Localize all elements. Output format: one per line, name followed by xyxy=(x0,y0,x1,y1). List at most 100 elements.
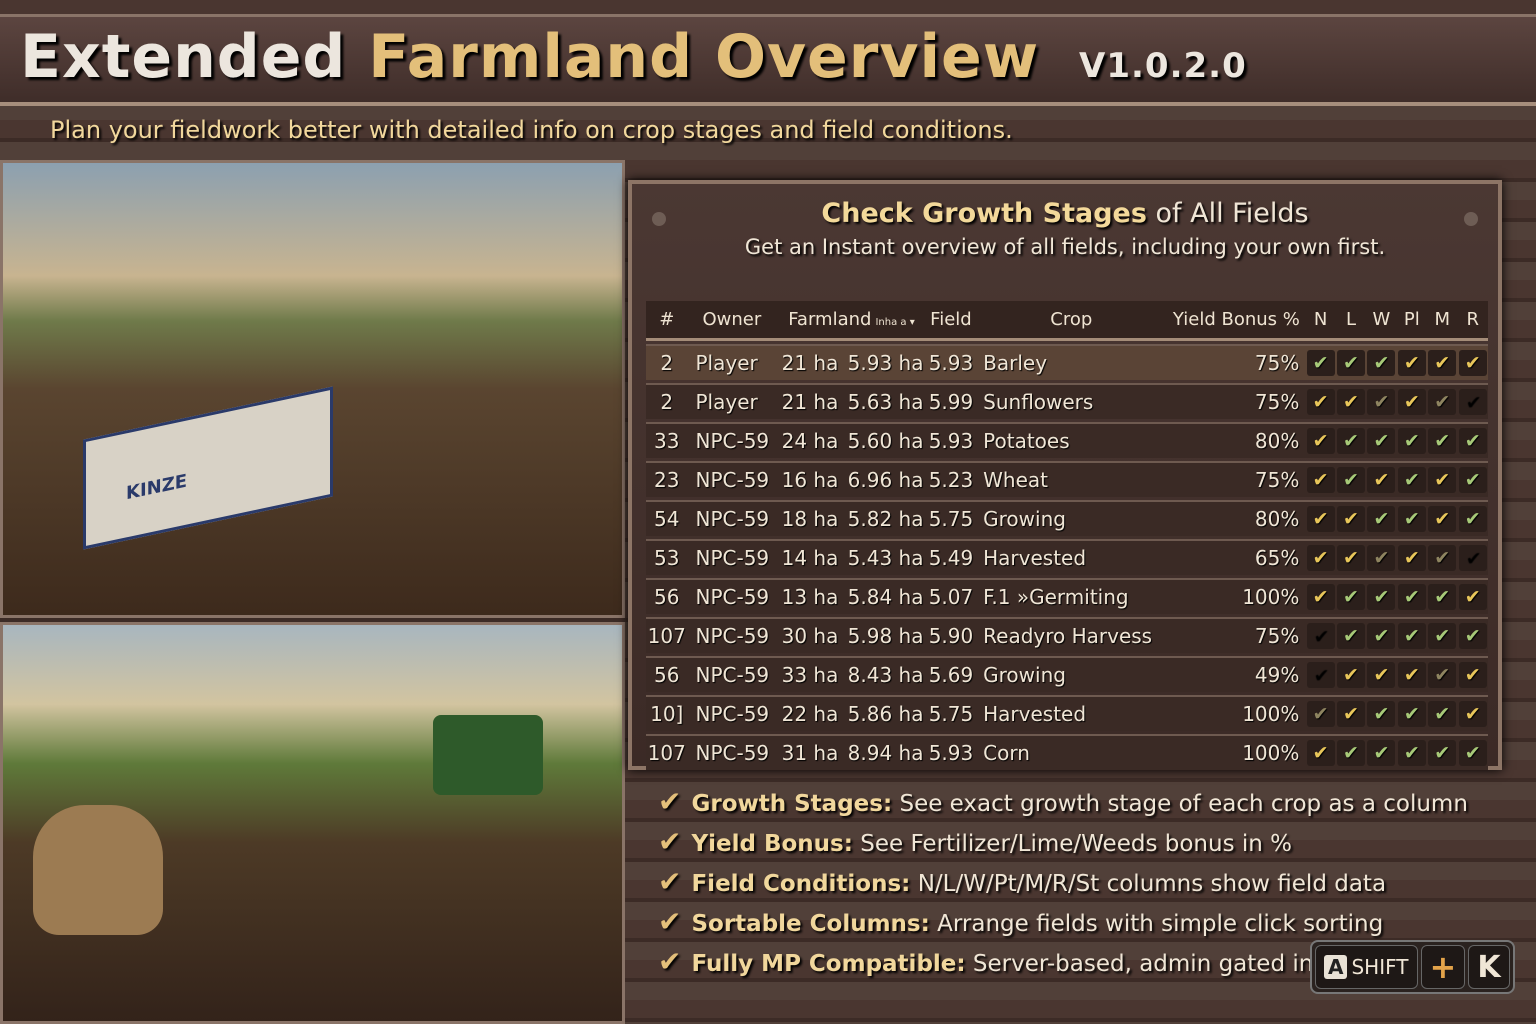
cell-crop: Growing xyxy=(975,500,1168,536)
column-header[interactable]: # xyxy=(646,301,688,341)
check-icon: ✔ xyxy=(1306,623,1335,649)
cell-farmland: 24 ha xyxy=(776,422,845,458)
condition-cell: ✔ xyxy=(1335,617,1367,653)
cell-crop: Potatoes xyxy=(975,422,1168,458)
check-icon: ✔ xyxy=(1337,662,1365,688)
condition-cell: ✔ xyxy=(1396,578,1428,614)
potato-sack-image xyxy=(33,805,163,935)
condition-cell: ✔ xyxy=(1335,539,1367,575)
check-icon: ✔ xyxy=(1337,584,1365,610)
column-header[interactable]: Yield Bonus % xyxy=(1167,301,1306,341)
panel-heading: Check Growth Stages of All Fields xyxy=(821,198,1309,229)
condition-cell: ✔ xyxy=(1335,344,1367,380)
column-header[interactable]: Owner xyxy=(687,301,777,341)
cell-farmland: 16 ha xyxy=(776,461,845,497)
check-icon: ✔ xyxy=(1428,389,1457,415)
column-header[interactable]: Farmland Inha a ▾ xyxy=(776,301,927,341)
check-icon: ✔ xyxy=(658,905,682,938)
condition-cell: ✔ xyxy=(1396,734,1428,770)
condition-cell: ✔ xyxy=(1457,539,1488,575)
column-header[interactable]: N xyxy=(1305,301,1336,341)
column-header[interactable]: R xyxy=(1457,301,1488,341)
column-header[interactable]: Crop xyxy=(975,301,1168,341)
column-header[interactable]: Field xyxy=(926,301,976,341)
fields-table: # Owner Farmland Inha a ▾ Field Crop Yield Bon… xyxy=(646,298,1488,773)
check-icon: ✔ xyxy=(1397,662,1426,688)
check-icon: ✔ xyxy=(1306,740,1335,766)
cell-farmland: 31 ha xyxy=(776,734,845,770)
table-row[interactable]: 56 NPC-59 13 ha 5.84 ha 5.07 F.1 »Germiting 10… xyxy=(646,578,1488,614)
column-header[interactable]: L xyxy=(1335,301,1367,341)
condition-cell: ✔ xyxy=(1366,734,1397,770)
cell-id: 10] xyxy=(646,695,688,731)
cell-farmland: 33 ha xyxy=(776,656,845,692)
column-header[interactable]: Pl xyxy=(1396,301,1428,341)
table-row[interactable]: 33 NPC-59 24 ha 5.60 ha 5.93 Potatoes 80% ✔ ✔ ✔ ✔ ✔… xyxy=(646,422,1488,458)
check-icon: ✔ xyxy=(1428,740,1457,766)
cell-area: 5.82 ha xyxy=(844,500,927,536)
cell-area: 8.43 ha xyxy=(844,656,927,692)
condition-cell: ✔ xyxy=(1396,539,1428,575)
check-icon: ✔ xyxy=(658,945,682,978)
check-icon: ✔ xyxy=(1458,662,1487,688)
table-row[interactable]: 54 NPC-59 18 ha 5.82 ha 5.75 Growing 80% ✔ ✔ ✔ ✔ ✔ ✔ xyxy=(646,500,1488,536)
condition-cell: ✔ xyxy=(1427,734,1458,770)
cell-field: 5.99 xyxy=(926,383,976,419)
condition-cell: ✔ xyxy=(1366,578,1397,614)
table-row[interactable]: 10] NPC-59 22 ha 5.86 ha 5.75 Harvested 100% ✔ ✔… xyxy=(646,695,1488,731)
cell-area: 5.63 ha xyxy=(844,383,927,419)
check-icon: ✔ xyxy=(1397,623,1426,649)
cell-field: 5.75 xyxy=(926,500,976,536)
shift-key: A SHIFT xyxy=(1315,945,1418,989)
cell-yield: 80% xyxy=(1167,422,1306,458)
table-row[interactable]: 107 NPC-59 30 ha 5.98 ha 5.90 Readyro Harvess… xyxy=(646,617,1488,653)
cell-id: 53 xyxy=(646,539,688,575)
check-icon: ✔ xyxy=(1397,467,1426,493)
check-icon: ✔ xyxy=(1428,350,1457,376)
check-icon: ✔ xyxy=(1458,740,1487,766)
cell-farmland: 21 ha xyxy=(776,344,845,380)
condition-cell: ✔ xyxy=(1305,734,1336,770)
condition-cell: ✔ xyxy=(1366,344,1397,380)
condition-cell: ✔ xyxy=(1366,695,1397,731)
table-row[interactable]: 107 NPC-59 31 ha 8.94 ha 5.93 Corn 100% ✔ ✔ ✔ ✔ ✔ ✔ xyxy=(646,734,1488,770)
condition-cell: ✔ xyxy=(1457,578,1488,614)
check-icon: ✔ xyxy=(1367,584,1396,610)
cell-area: 5.93 ha xyxy=(844,344,927,380)
condition-cell: ✔ xyxy=(1427,578,1458,614)
page-title: Extended Farmland Overview V1.0.2.0 xyxy=(20,22,1247,92)
check-icon: ✔ xyxy=(1428,623,1457,649)
condition-cell: ✔ xyxy=(1335,578,1367,614)
cell-crop: F.1 »Germiting xyxy=(975,578,1168,614)
condition-cell: ✔ xyxy=(1335,422,1367,458)
column-header[interactable]: W xyxy=(1366,301,1397,341)
cell-id: 2 xyxy=(646,383,688,419)
condition-cell: ✔ xyxy=(1305,578,1336,614)
condition-cell: ✔ xyxy=(1427,617,1458,653)
cell-owner: NPC-59 xyxy=(687,461,777,497)
check-icon: ✔ xyxy=(1337,701,1365,727)
cell-farmland: 13 ha xyxy=(776,578,845,614)
cell-yield: 49% xyxy=(1167,656,1306,692)
table-row[interactable]: 23 NPC-59 16 ha 6.96 ha 5.23 Wheat 75% ✔ ✔ ✔ ✔ ✔ ✔ xyxy=(646,461,1488,497)
condition-cell: ✔ xyxy=(1305,383,1336,419)
subtitle: Plan your fieldwork better with detailed… xyxy=(50,116,1013,144)
condition-cell: ✔ xyxy=(1305,656,1336,692)
farmland-sublabel: Inha a ▾ xyxy=(875,317,915,328)
condition-cell: ✔ xyxy=(1366,500,1397,536)
table-row[interactable]: 53 NPC-59 14 ha 5.43 ha 5.49 Harvested 65% ✔ ✔ ✔ ✔… xyxy=(646,539,1488,575)
check-icon: ✔ xyxy=(1397,545,1426,571)
cell-id: 107 xyxy=(646,617,688,653)
condition-cell: ✔ xyxy=(1366,656,1397,692)
cell-field: 5.90 xyxy=(926,617,976,653)
table-row[interactable]: 2 Player 21 ha 5.93 ha 5.93 Barley 75% ✔ ✔ ✔ ✔ ✔ ✔ xyxy=(646,344,1488,380)
table-row[interactable]: 56 NPC-59 33 ha 8.43 ha 5.69 Growing 49% ✔ ✔ ✔ ✔ ✔ ✔ xyxy=(646,656,1488,692)
cell-field: 5.23 xyxy=(926,461,976,497)
condition-cell: ✔ xyxy=(1396,617,1428,653)
table-row[interactable]: 2 Player 21 ha 5.63 ha 5.99 Sunflowers 75% ✔ ✔ ✔ ✔… xyxy=(646,383,1488,419)
column-header[interactable]: M xyxy=(1427,301,1458,341)
cell-field: 5.07 xyxy=(926,578,976,614)
condition-cell: ✔ xyxy=(1427,461,1458,497)
condition-cell: ✔ xyxy=(1396,461,1428,497)
check-icon: ✔ xyxy=(1337,350,1365,376)
